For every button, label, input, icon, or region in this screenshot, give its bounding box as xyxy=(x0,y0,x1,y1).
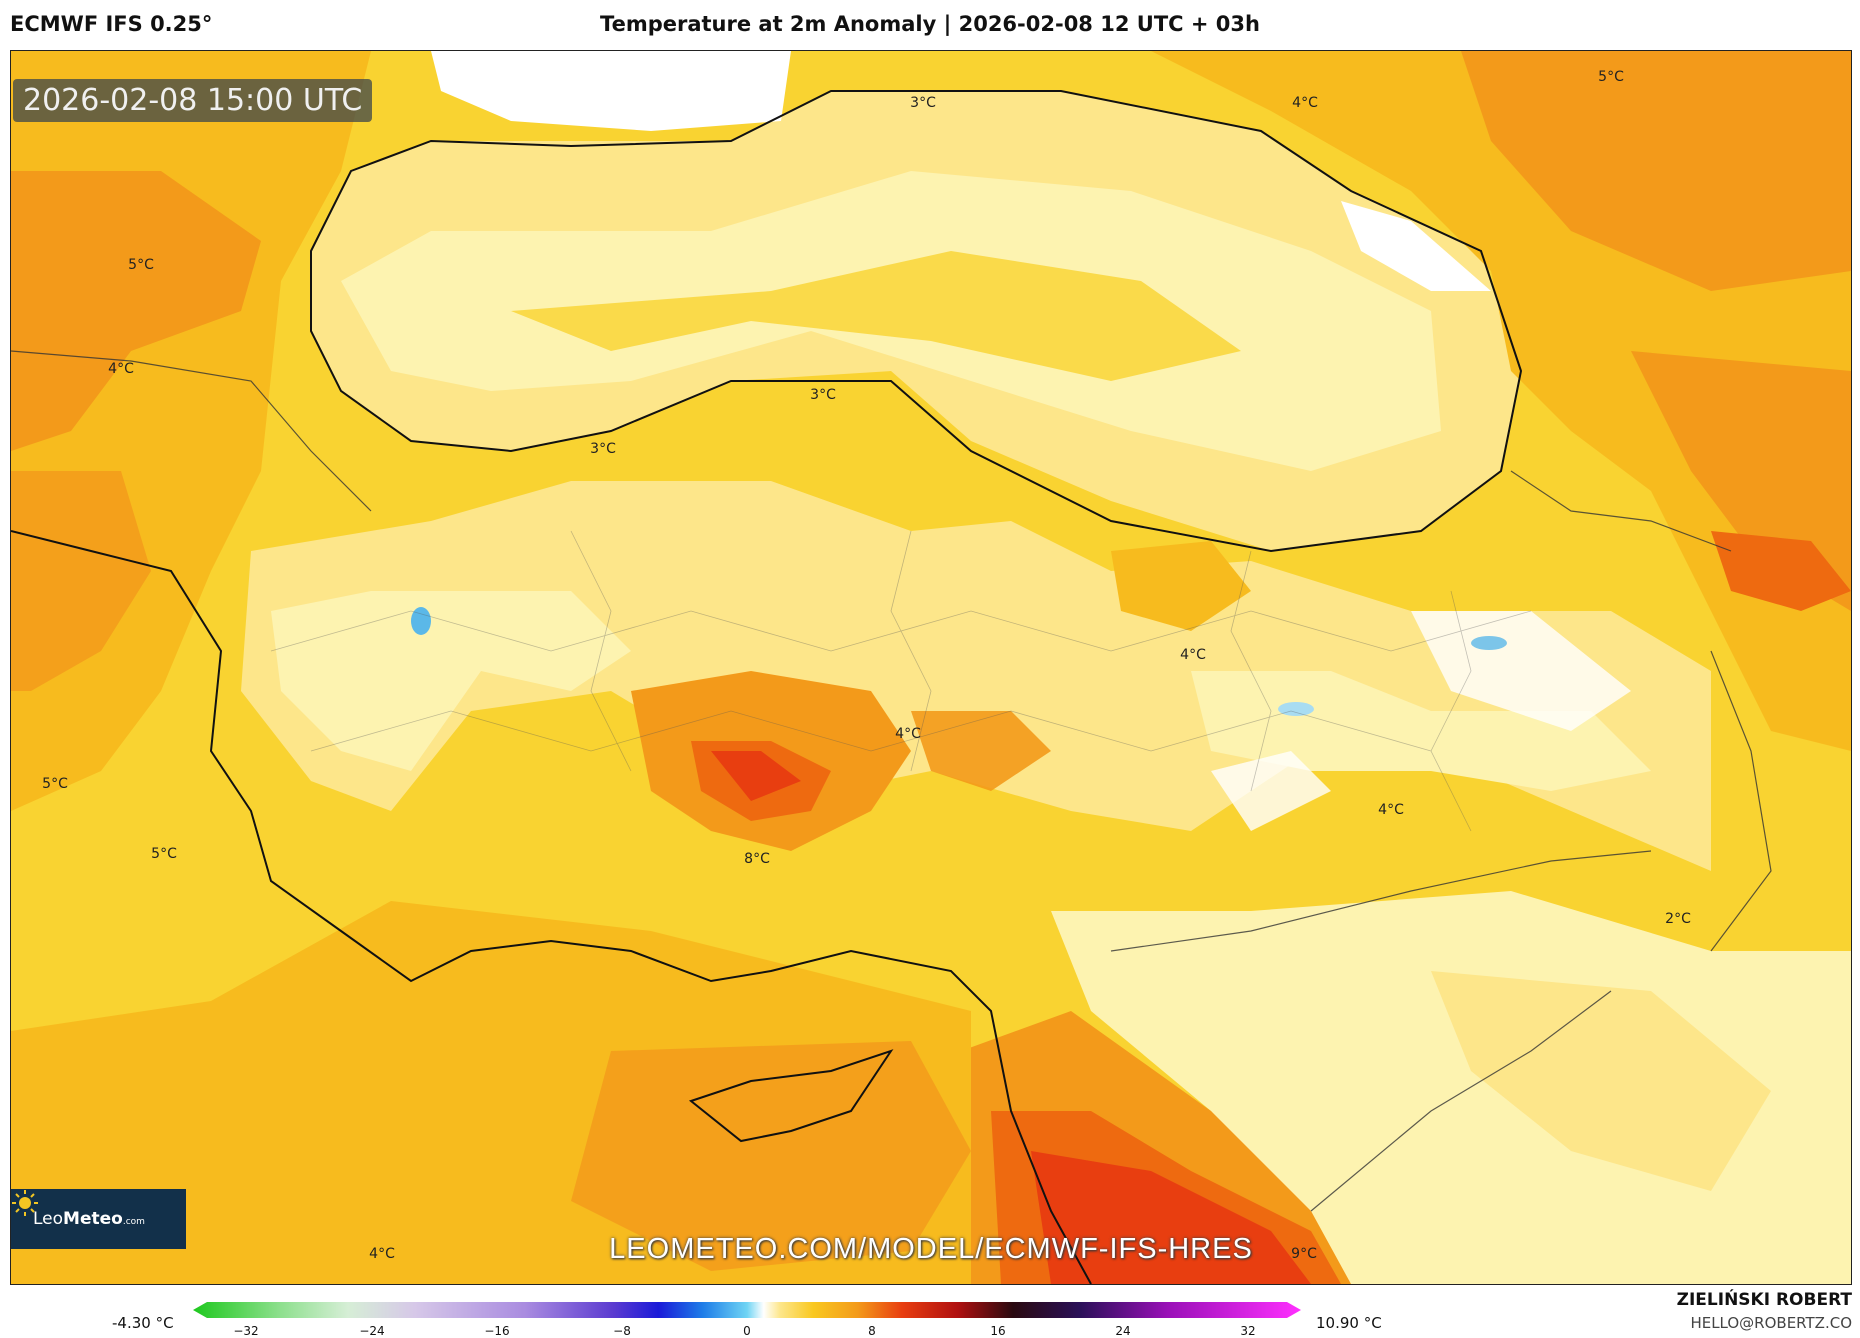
temp-label: 4°C xyxy=(1378,802,1404,818)
temp-label: 5°C xyxy=(151,846,177,862)
colorbar-min-label: -4.30 °C xyxy=(112,1314,174,1332)
model-name: ECMWF IFS 0.25° xyxy=(10,12,213,36)
colorbar xyxy=(193,1302,1301,1318)
leometeo-logo: LeoMeteo.com xyxy=(11,1189,186,1249)
logo-text: LeoMeteo.com xyxy=(33,1209,145,1229)
temp-label: 5°C xyxy=(128,257,154,273)
model-url-watermark: LEOMETEO.COM/MODEL/ECMWF-IFS-HRES xyxy=(609,1233,1253,1265)
map-shading xyxy=(11,51,1851,1284)
temp-label: 5°C xyxy=(1598,69,1624,85)
temp-label: 3°C xyxy=(590,441,616,457)
temp-label: 4°C xyxy=(108,361,134,377)
temp-label: 4°C xyxy=(369,1246,395,1262)
temp-label: 5°C xyxy=(42,776,68,792)
temp-label: 9°C xyxy=(1291,1246,1317,1262)
colorbar-tick: −16 xyxy=(484,1324,510,1338)
colorbar-tick: −8 xyxy=(613,1324,631,1338)
colorbar-tick: 0 xyxy=(743,1324,751,1338)
anomaly-map: 2026-02-08 15:00 UTC 3°C 4°C 5°C 5°C 4°C… xyxy=(10,50,1852,1285)
colorbar-tick: 32 xyxy=(1240,1324,1256,1338)
temp-label: 3°C xyxy=(910,95,936,111)
valid-time-stamp: 2026-02-08 15:00 UTC xyxy=(13,79,373,122)
temp-label: 4°C xyxy=(1292,95,1318,111)
sun-icon xyxy=(12,1190,38,1216)
temp-label: 3°C xyxy=(810,387,836,403)
colorbar-tick: 24 xyxy=(1115,1324,1131,1338)
author-credit: ZIELIŃSKI ROBERT xyxy=(1676,1290,1852,1310)
temp-label: 4°C xyxy=(895,726,921,742)
author-email: HELLO@ROBERTZ.CO xyxy=(1690,1314,1852,1332)
colorbar-tick: −24 xyxy=(359,1324,385,1338)
colorbar-max-label: 10.90 °C xyxy=(1316,1314,1382,1332)
colorbar-tick: 16 xyxy=(990,1324,1006,1338)
temp-label: 2°C xyxy=(1665,911,1691,927)
colorbar-tick: 8 xyxy=(868,1324,876,1338)
temp-label: 8°C xyxy=(744,851,770,867)
chart-title: Temperature at 2m Anomaly | 2026-02-08 1… xyxy=(600,12,1260,36)
temp-label: 4°C xyxy=(1180,647,1206,663)
colorbar-tick: −32 xyxy=(233,1324,259,1338)
